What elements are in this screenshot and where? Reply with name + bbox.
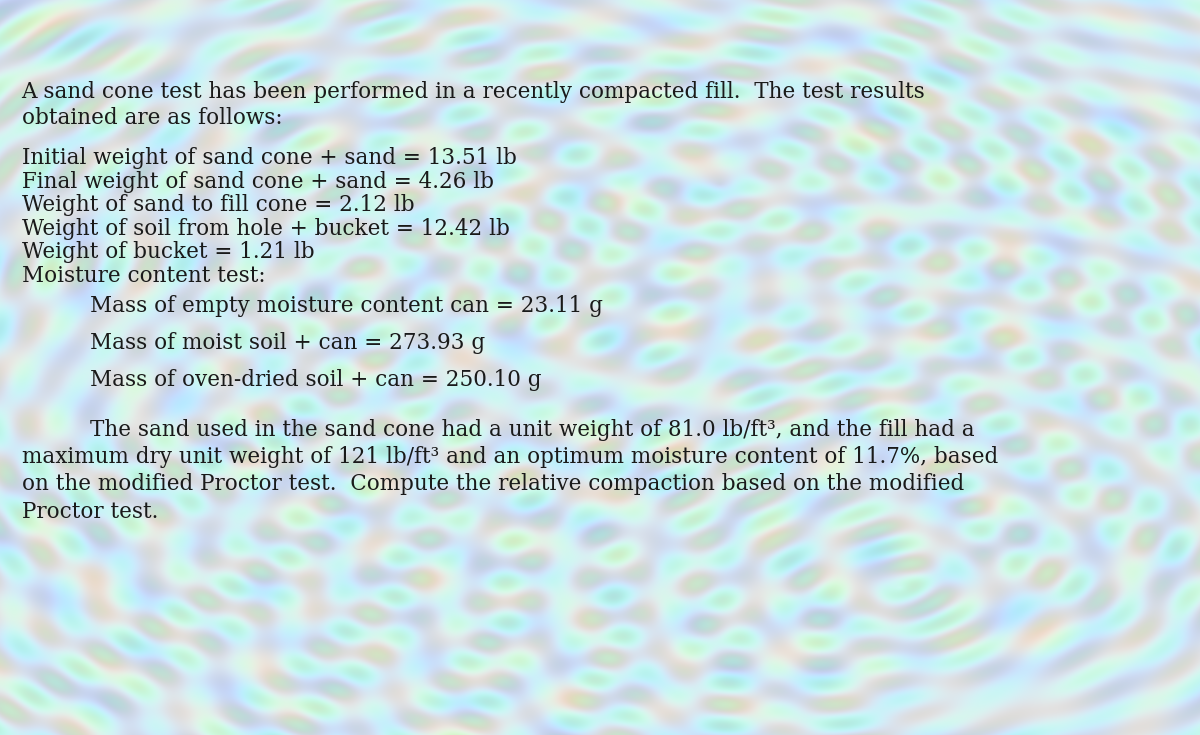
Text: Mass of empty moisture content can = 23.11 g: Mass of empty moisture content can = 23.… — [90, 295, 604, 318]
Text: Proctor test.: Proctor test. — [22, 501, 158, 523]
Text: Moisture content test:: Moisture content test: — [22, 265, 265, 287]
Text: Mass of moist soil + can = 273.93 g: Mass of moist soil + can = 273.93 g — [90, 332, 485, 354]
Text: Weight of soil from hole + bucket = 12.42 lb: Weight of soil from hole + bucket = 12.4… — [22, 218, 510, 240]
Text: maximum dry unit weight of 121 lb/ft³ and an optimum moisture content of 11.7%, : maximum dry unit weight of 121 lb/ft³ an… — [22, 446, 998, 468]
Text: Weight of sand to fill cone = 2.12 lb: Weight of sand to fill cone = 2.12 lb — [22, 194, 414, 216]
Text: Mass of oven-dried soil + can = 250.10 g: Mass of oven-dried soil + can = 250.10 g — [90, 369, 541, 391]
Text: A sand cone test has been performed in a recently compacted fill.  The test resu: A sand cone test has been performed in a… — [22, 81, 925, 103]
Text: Weight of bucket = 1.21 lb: Weight of bucket = 1.21 lb — [22, 241, 314, 263]
Text: obtained are as follows:: obtained are as follows: — [22, 107, 282, 129]
Text: on the modified Proctor test.  Compute the relative compaction based on the modi: on the modified Proctor test. Compute th… — [22, 473, 964, 495]
Text: The sand used in the sand cone had a unit weight of 81.0 lb/ft³, and the fill ha: The sand used in the sand cone had a uni… — [90, 419, 974, 441]
Text: Final weight of sand cone + sand = 4.26 lb: Final weight of sand cone + sand = 4.26 … — [22, 171, 493, 193]
Text: Initial weight of sand cone + sand = 13.51 lb: Initial weight of sand cone + sand = 13.… — [22, 147, 516, 169]
